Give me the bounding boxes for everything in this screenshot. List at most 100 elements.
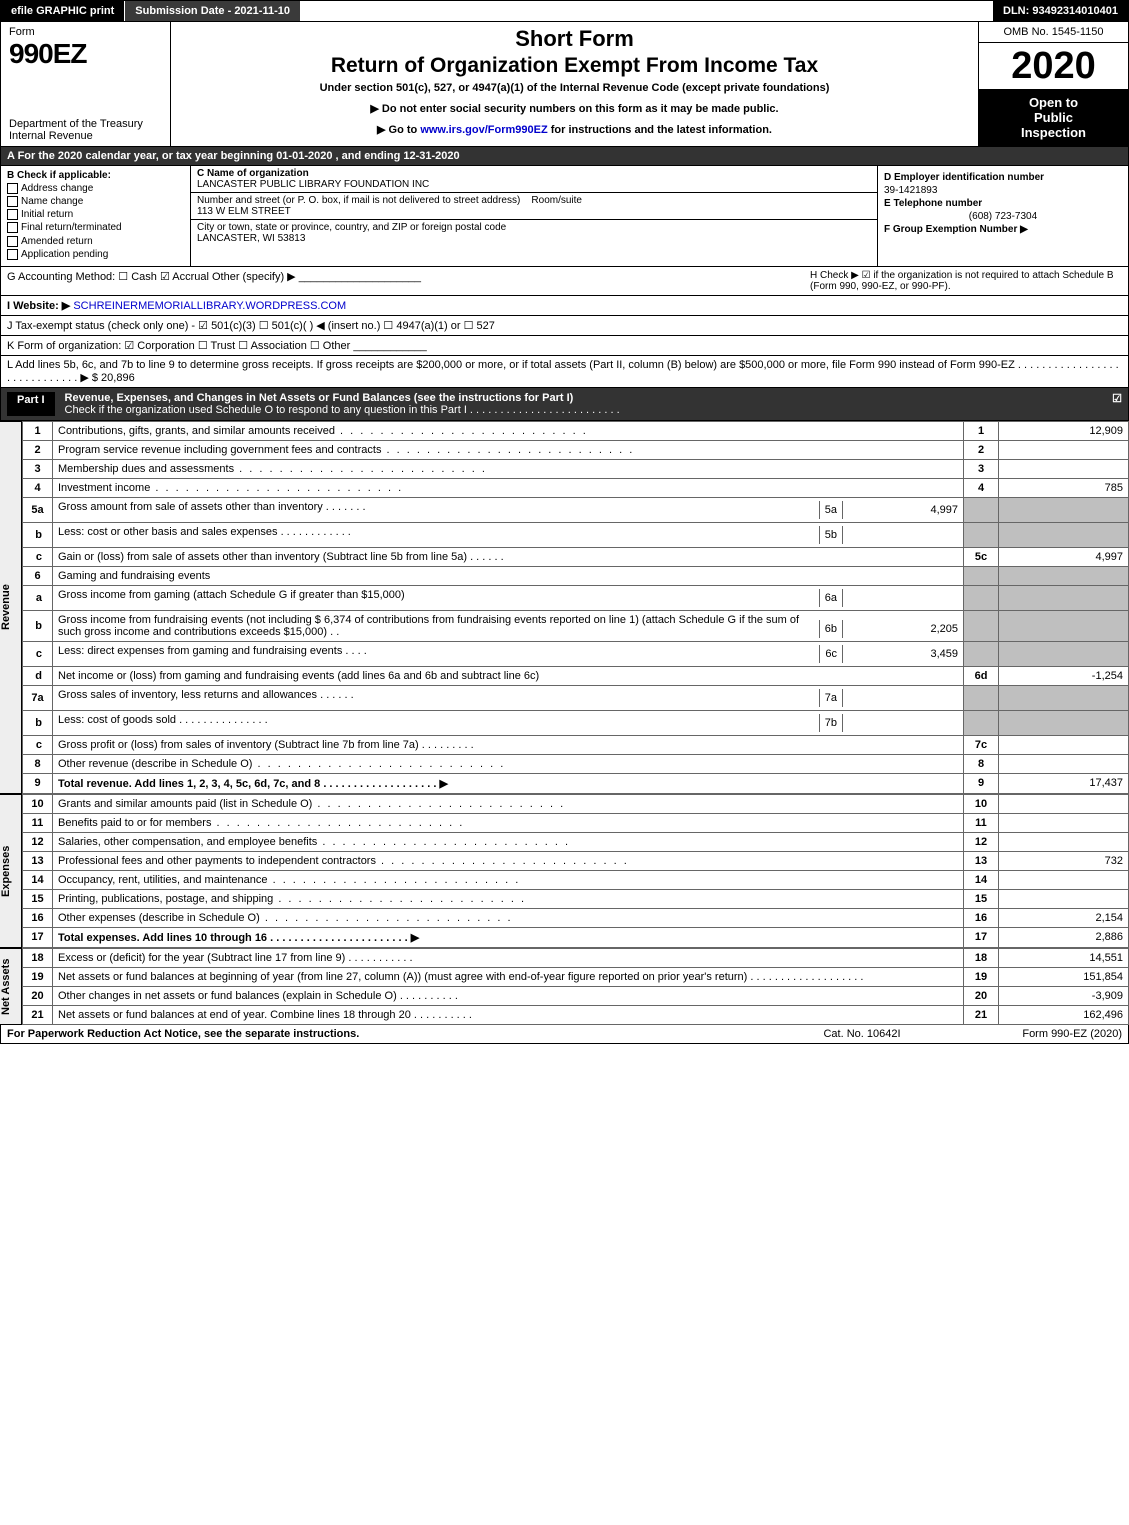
b-label: B Check if applicable: (7, 170, 184, 181)
part-1-header: Part I Revenue, Expenses, and Changes in… (0, 388, 1129, 421)
ein-label: D Employer identification number (884, 172, 1122, 183)
chk-amended-return[interactable]: Amended return (7, 236, 184, 247)
website-label: I Website: ▶ (7, 300, 70, 312)
return-title: Return of Organization Exempt From Incom… (179, 54, 970, 78)
note-goto-post: for instructions and the latest informat… (548, 124, 772, 136)
chk-name-change[interactable]: Name change (7, 196, 184, 207)
phone-value: (608) 723-7304 (884, 211, 1122, 222)
org-city: LANCASTER, WI 53813 (197, 233, 305, 244)
dept-line-2: Internal Revenue (9, 130, 162, 142)
revenue-section: Revenue 1Contributions, gifts, grants, a… (0, 421, 1129, 794)
submission-date: Submission Date - 2021-11-10 (125, 1, 300, 21)
open-line-1: Open to (983, 95, 1124, 110)
line-5a: 5aGross amount from sale of assets other… (23, 497, 1129, 522)
chk-application-pending[interactable]: Application pending (7, 249, 184, 260)
expenses-table: 10Grants and similar amounts paid (list … (22, 794, 1129, 948)
topbar-spacer (300, 1, 993, 21)
line-l-text: L Add lines 5b, 6c, and 7b to line 9 to … (7, 359, 1119, 384)
org-address-block: Number and street (or P. O. box, if mail… (191, 193, 877, 220)
form-label: Form (9, 26, 162, 38)
net-assets-table: 18Excess or (deficit) for the year (Subt… (22, 948, 1129, 1025)
line-11: 11Benefits paid to or for members11 (23, 813, 1129, 832)
org-city-block: City or town, state or province, country… (191, 220, 877, 246)
org-name: LANCASTER PUBLIC LIBRARY FOUNDATION INC (197, 179, 429, 190)
line-i-website: I Website: ▶ SCHREINERMEMORIALLIBRARY.WO… (0, 296, 1129, 316)
line-1: 1Contributions, gifts, grants, and simil… (23, 421, 1129, 440)
dept-line-1: Department of the Treasury (9, 118, 162, 130)
column-b-checkboxes: B Check if applicable: Address change Na… (1, 166, 191, 266)
column-def: D Employer identification number 39-1421… (878, 166, 1128, 266)
line-21: 21Net assets or fund balances at end of … (23, 1005, 1129, 1024)
line-2: 2Program service revenue including gover… (23, 440, 1129, 459)
line-10: 10Grants and similar amounts paid (list … (23, 794, 1129, 813)
short-form-title: Short Form (179, 26, 970, 52)
footer-right: Form 990-EZ (2020) (962, 1028, 1122, 1040)
line-l-gross-receipts: L Add lines 5b, 6c, and 7b to line 9 to … (0, 356, 1129, 388)
under-section: Under section 501(c), 527, or 4947(a)(1)… (179, 82, 970, 94)
line-6c: cLess: direct expenses from gaming and f… (23, 641, 1129, 666)
form-number: 990EZ (9, 38, 162, 70)
column-c-org-info: C Name of organization LANCASTER PUBLIC … (191, 166, 878, 266)
footer-left: For Paperwork Reduction Act Notice, see … (7, 1028, 762, 1040)
part-1-desc: Revenue, Expenses, and Changes in Net As… (65, 392, 1102, 416)
line-l-value: 20,896 (101, 372, 135, 384)
footer-mid: Cat. No. 10642I (762, 1028, 962, 1040)
phone-label: E Telephone number (884, 198, 1122, 209)
website-link[interactable]: SCHREINERMEMORIALLIBRARY.WORDPRESS.COM (73, 300, 346, 312)
org-name-label: C Name of organization (197, 168, 309, 179)
revenue-table: 1Contributions, gifts, grants, and simil… (22, 421, 1129, 794)
line-7c: cGross profit or (loss) from sales of in… (23, 735, 1129, 754)
form-header: Form 990EZ Department of the Treasury In… (0, 22, 1129, 147)
line-4: 4Investment income4785 (23, 478, 1129, 497)
room-label: Room/suite (531, 195, 582, 206)
line-5c: cGain or (loss) from sale of assets othe… (23, 547, 1129, 566)
net-assets-section: Net Assets 18Excess or (deficit) for the… (0, 948, 1129, 1025)
line-6: 6Gaming and fundraising events (23, 566, 1129, 585)
line-12: 12Salaries, other compensation, and empl… (23, 832, 1129, 851)
open-to-public: Open to Public Inspection (979, 89, 1128, 146)
efile-print-button[interactable]: efile GRAPHIC print (1, 1, 125, 21)
department-label: Department of the Treasury Internal Reve… (9, 118, 162, 142)
expenses-side-label: Expenses (0, 794, 22, 948)
open-line-2: Public (983, 110, 1124, 125)
group-exemption-label: F Group Exemption Number ▶ (884, 224, 1122, 235)
org-address: 113 W ELM STREET (197, 206, 291, 217)
line-9: 9Total revenue. Add lines 1, 2, 3, 4, 5c… (23, 773, 1129, 793)
note-goto: ▶ Go to www.irs.gov/Form990EZ for instru… (179, 123, 970, 136)
omb-number: OMB No. 1545-1150 (979, 22, 1128, 43)
chk-initial-return[interactable]: Initial return (7, 209, 184, 220)
line-j-tax-exempt: J Tax-exempt status (check only one) - ☑… (0, 316, 1129, 336)
line-7a: 7aGross sales of inventory, less returns… (23, 685, 1129, 710)
addr-label: Number and street (or P. O. box, if mail… (197, 195, 520, 206)
section-bcdef: B Check if applicable: Address change Na… (0, 166, 1129, 267)
line-7b: bLess: cost of goods sold . . . . . . . … (23, 710, 1129, 735)
line-5b: bLess: cost or other basis and sales exp… (23, 522, 1129, 547)
chk-address-change[interactable]: Address change (7, 183, 184, 194)
top-bar: efile GRAPHIC print Submission Date - 20… (0, 0, 1129, 22)
check-h: H Check ▶ ☑ if the organization is not r… (802, 270, 1122, 292)
line-20: 20Other changes in net assets or fund ba… (23, 986, 1129, 1005)
header-left: Form 990EZ Department of the Treasury In… (1, 22, 171, 146)
line-19: 19Net assets or fund balances at beginni… (23, 967, 1129, 986)
irs-link[interactable]: www.irs.gov/Form990EZ (420, 124, 547, 136)
tax-year: 2020 (979, 43, 1128, 89)
header-middle: Short Form Return of Organization Exempt… (171, 22, 978, 146)
org-name-block: C Name of organization LANCASTER PUBLIC … (191, 166, 877, 193)
line-g-h: G Accounting Method: ☐ Cash ☑ Accrual Ot… (0, 267, 1129, 296)
line-3: 3Membership dues and assessments3 (23, 459, 1129, 478)
line-6b: bGross income from fundraising events (n… (23, 610, 1129, 641)
expenses-section: Expenses 10Grants and similar amounts pa… (0, 794, 1129, 948)
revenue-side-label: Revenue (0, 421, 22, 794)
city-label: City or town, state or province, country… (197, 222, 506, 233)
open-line-3: Inspection (983, 125, 1124, 140)
page-footer: For Paperwork Reduction Act Notice, see … (0, 1025, 1129, 1044)
accounting-method: G Accounting Method: ☐ Cash ☑ Accrual Ot… (7, 270, 802, 292)
line-14: 14Occupancy, rent, utilities, and mainte… (23, 870, 1129, 889)
line-13: 13Professional fees and other payments t… (23, 851, 1129, 870)
line-k-org-form: K Form of organization: ☑ Corporation ☐ … (0, 336, 1129, 356)
note-ssn: ▶ Do not enter social security numbers o… (179, 102, 970, 115)
chk-final-return[interactable]: Final return/terminated (7, 222, 184, 233)
net-assets-side-label: Net Assets (0, 948, 22, 1025)
row-a-tax-year: A For the 2020 calendar year, or tax yea… (0, 147, 1129, 166)
part-1-check: ☑ (1102, 392, 1122, 416)
